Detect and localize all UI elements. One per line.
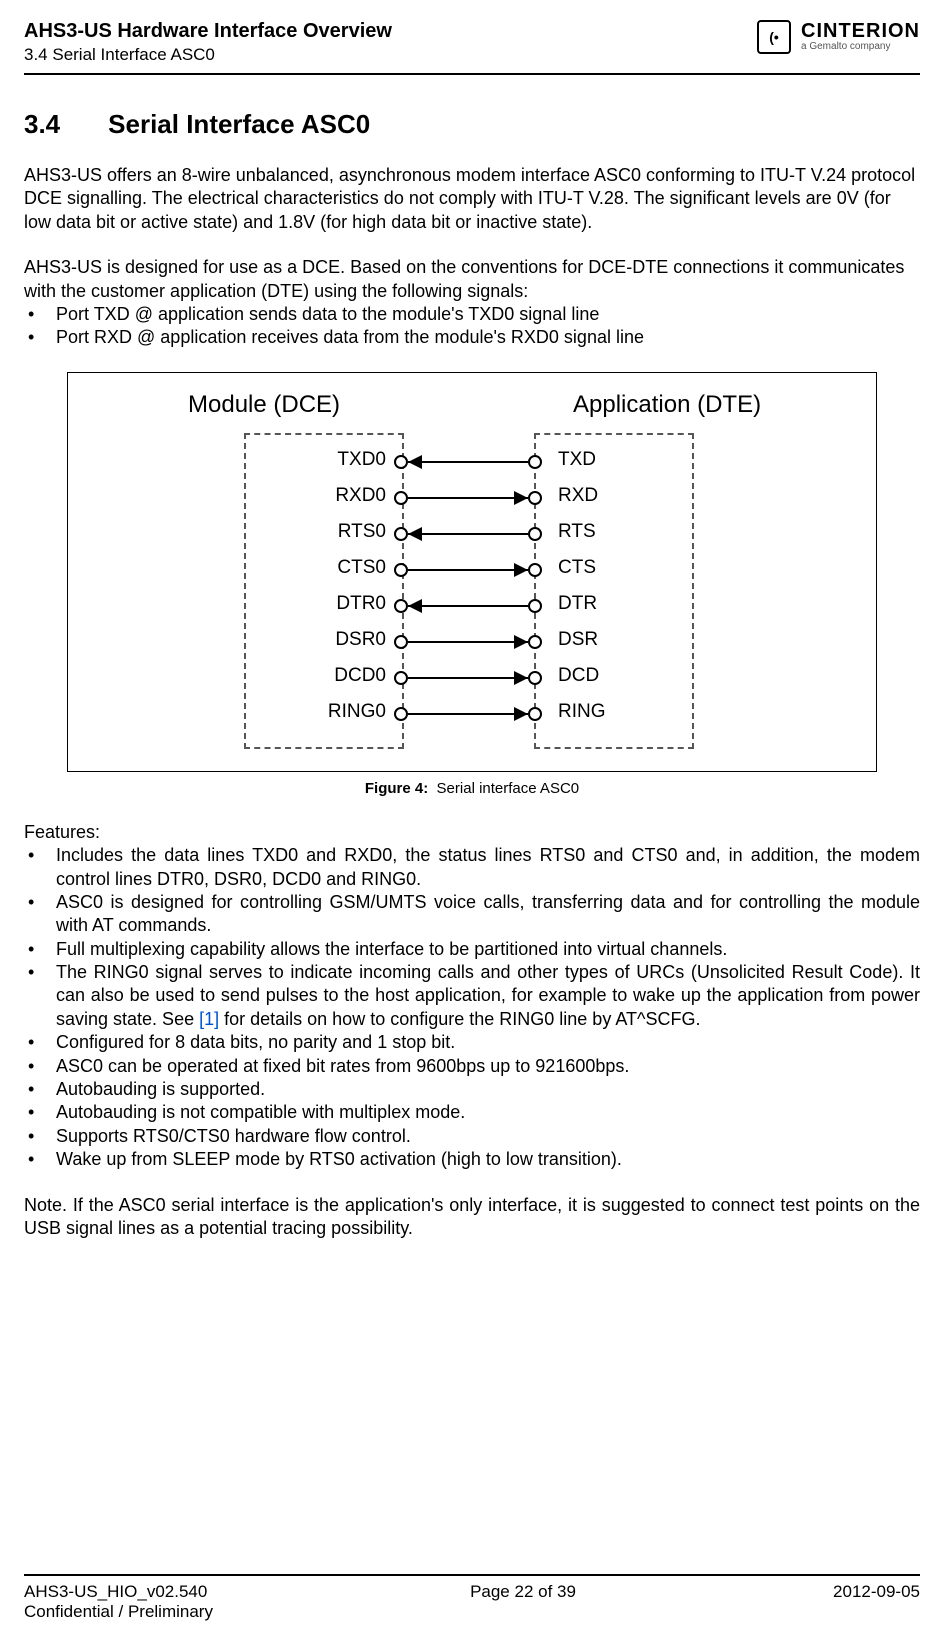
arrow-icon bbox=[514, 671, 528, 685]
footer-rule bbox=[24, 1574, 920, 1576]
pin-icon bbox=[528, 671, 542, 685]
pin-icon bbox=[394, 455, 408, 469]
list-item: Autobauding is supported. bbox=[24, 1078, 920, 1101]
intro-para-2: AHS3-US is designed for use as a DCE. Ba… bbox=[24, 256, 920, 303]
figure-caption-label: Figure 4: bbox=[365, 780, 428, 797]
signal-label-right: DTR bbox=[558, 593, 597, 615]
list-item: ASC0 can be operated at fixed bit rates … bbox=[24, 1055, 920, 1078]
signal-intro-list: Port TXD @ application sends data to the… bbox=[24, 303, 920, 350]
intro-para-1: AHS3-US offers an 8-wire unbalanced, asy… bbox=[24, 164, 920, 234]
signal-label-left: RING0 bbox=[328, 701, 386, 723]
pin-icon bbox=[528, 599, 542, 613]
list-item: The RING0 signal serves to indicate inco… bbox=[24, 961, 920, 1031]
list-item: Port RXD @ application receives data fro… bbox=[24, 326, 920, 349]
signal-label-right: RTS bbox=[558, 521, 596, 543]
logo-brand: CINTERION bbox=[801, 21, 920, 42]
features-list: Includes the data lines TXD0 and RXD0, t… bbox=[24, 844, 920, 1171]
signal-label-left: CTS0 bbox=[337, 557, 386, 579]
section-title: Serial Interface ASC0 bbox=[108, 109, 370, 140]
connector-line bbox=[408, 641, 528, 643]
application-label: Application (DTE) bbox=[573, 391, 761, 419]
footer-confidential: Confidential / Preliminary bbox=[24, 1602, 213, 1621]
features-label: Features: bbox=[24, 821, 920, 844]
arrow-icon bbox=[514, 491, 528, 505]
serial-diagram: Module (DCE) Application (DTE) TXD0 TXD RX… bbox=[67, 372, 877, 772]
list-item: Supports RTS0/CTS0 hardware flow control… bbox=[24, 1125, 920, 1148]
signal-label-left: DSR0 bbox=[335, 629, 386, 651]
page-footer: AHS3-US_HIO_v02.540 Confidential / Preli… bbox=[24, 1574, 920, 1622]
signal-label-left: TXD0 bbox=[337, 449, 386, 471]
signal-label-left: DCD0 bbox=[334, 665, 386, 687]
pin-icon bbox=[394, 563, 408, 577]
pin-icon bbox=[528, 563, 542, 577]
connector-line bbox=[408, 605, 528, 607]
section-heading: 3.4 Serial Interface ASC0 bbox=[24, 109, 920, 140]
connector-line bbox=[408, 533, 528, 535]
section-number: 3.4 bbox=[24, 109, 60, 140]
connector-line bbox=[408, 569, 528, 571]
arrow-icon bbox=[514, 707, 528, 721]
list-item: Wake up from SLEEP mode by RTS0 activati… bbox=[24, 1148, 920, 1171]
note-paragraph: Note. If the ASC0 serial interface is th… bbox=[24, 1194, 920, 1241]
doc-title: AHS3-US Hardware Interface Overview bbox=[24, 20, 757, 43]
signal-label-left: DTR0 bbox=[336, 593, 386, 615]
connector-line bbox=[408, 497, 528, 499]
arrow-icon bbox=[514, 635, 528, 649]
pin-icon bbox=[394, 635, 408, 649]
pin-icon bbox=[394, 527, 408, 541]
header-rule bbox=[24, 73, 920, 75]
connector-line bbox=[408, 461, 528, 463]
pin-icon bbox=[394, 707, 408, 721]
signal-label-right: RXD bbox=[558, 485, 598, 507]
footer-date: 2012-09-05 bbox=[833, 1582, 920, 1622]
logo-text: CINTERION a Gemalto company bbox=[801, 21, 920, 53]
pin-icon bbox=[528, 707, 542, 721]
pin-icon bbox=[394, 599, 408, 613]
list-item: Configured for 8 data bits, no parity an… bbox=[24, 1031, 920, 1054]
signal-label-right: DCD bbox=[558, 665, 599, 687]
list-item: Full multiplexing capability allows the … bbox=[24, 938, 920, 961]
page-header: AHS3-US Hardware Interface Overview 3.4 … bbox=[24, 20, 920, 65]
pin-icon bbox=[394, 491, 408, 505]
signal-label-left: RXD0 bbox=[335, 485, 386, 507]
footer-left: AHS3-US_HIO_v02.540 Confidential / Preli… bbox=[24, 1582, 213, 1622]
logo-tag: a Gemalto company bbox=[801, 42, 920, 53]
logo-icon: (• bbox=[757, 20, 791, 54]
footer-row: AHS3-US_HIO_v02.540 Confidential / Preli… bbox=[24, 1582, 920, 1622]
header-left: AHS3-US Hardware Interface Overview 3.4 … bbox=[24, 20, 757, 65]
signal-label-right: TXD bbox=[558, 449, 596, 471]
connector-line bbox=[408, 713, 528, 715]
pin-icon bbox=[528, 635, 542, 649]
arrow-icon bbox=[408, 527, 422, 541]
module-label: Module (DCE) bbox=[188, 391, 340, 419]
signal-label-left: RTS0 bbox=[338, 521, 386, 543]
doc-subtitle: 3.4 Serial Interface ASC0 bbox=[24, 45, 757, 65]
list-item: Port TXD @ application sends data to the… bbox=[24, 303, 920, 326]
footer-page: Page 22 of 39 bbox=[470, 1582, 576, 1622]
footer-docid: AHS3-US_HIO_v02.540 bbox=[24, 1582, 207, 1601]
signal-label-right: CTS bbox=[558, 557, 596, 579]
reference-link[interactable]: [1] bbox=[199, 1009, 219, 1029]
list-item: Includes the data lines TXD0 and RXD0, t… bbox=[24, 844, 920, 891]
arrow-icon bbox=[408, 599, 422, 613]
figure-caption-text: Serial interface ASC0 bbox=[437, 780, 580, 797]
pin-icon bbox=[394, 671, 408, 685]
list-item: ASC0 is designed for controlling GSM/UMT… bbox=[24, 891, 920, 938]
pin-icon bbox=[528, 491, 542, 505]
brand-logo: (• CINTERION a Gemalto company bbox=[757, 20, 920, 54]
signal-label-right: RING bbox=[558, 701, 606, 723]
arrow-icon bbox=[514, 563, 528, 577]
figure-4: Module (DCE) Application (DTE) TXD0 TXD RX… bbox=[24, 372, 920, 797]
pin-icon bbox=[528, 455, 542, 469]
connector-line bbox=[408, 677, 528, 679]
signal-label-right: DSR bbox=[558, 629, 598, 651]
figure-caption: Figure 4: Serial interface ASC0 bbox=[365, 780, 579, 797]
pin-icon bbox=[528, 527, 542, 541]
arrow-icon bbox=[408, 455, 422, 469]
list-item: Autobauding is not compatible with multi… bbox=[24, 1101, 920, 1124]
